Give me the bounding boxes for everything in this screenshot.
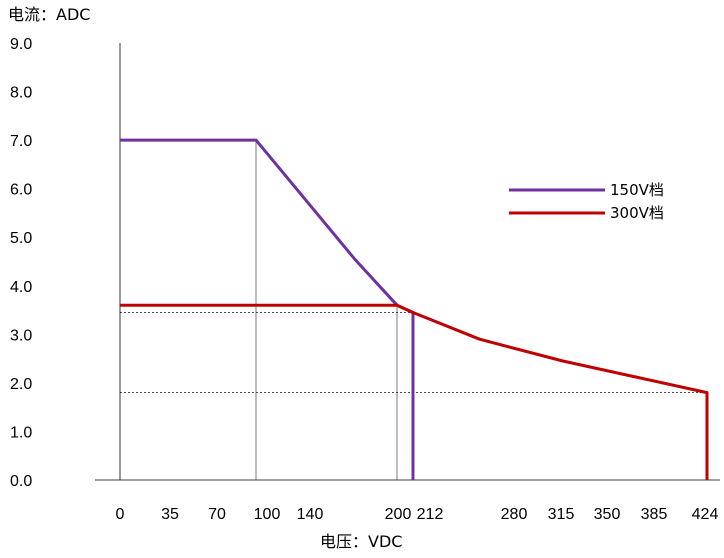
y-tick-label: 2.0 <box>10 376 32 393</box>
x-tick-label: 200 <box>385 506 412 523</box>
tick-labels: 0.0 1.0 2.0 3.0 4.0 5.0 6.0 7.0 8.0 9.0 0 35 70 100 14… <box>10 36 718 523</box>
x-tick-label: 280 <box>501 506 528 523</box>
x-tick-label: 100 <box>254 506 281 523</box>
x-tick-label: 385 <box>641 506 668 523</box>
x-tick-label: 35 <box>161 506 179 523</box>
x-tick-label: 70 <box>208 506 226 523</box>
y-tick-label: 5.0 <box>10 230 32 247</box>
legend-label: 300V档 <box>610 204 664 222</box>
legend-label: 150V档 <box>610 181 664 199</box>
series-lines <box>120 138 709 480</box>
x-tick-label: 0 <box>116 506 125 523</box>
y-tick-label: 1.0 <box>10 424 32 441</box>
y-tick-label: 3.0 <box>10 327 32 344</box>
series-line-1 <box>120 138 415 480</box>
legend: 150V档 300V档 <box>509 181 664 222</box>
series-line-2 <box>120 303 709 480</box>
axes <box>95 43 720 481</box>
y-tick-label: 6.0 <box>10 182 32 199</box>
y-tick-label: 0.0 <box>10 473 32 490</box>
x-tick-label: 212 <box>417 506 444 523</box>
x-tick-label: 315 <box>548 506 575 523</box>
y-tick-label: 9.0 <box>10 36 32 53</box>
x-tick-label: 140 <box>297 506 324 523</box>
x-tick-label: 424 <box>692 506 719 523</box>
x-tick-label: 350 <box>594 506 621 523</box>
y-tick-label: 4.0 <box>10 279 32 296</box>
y-tick-label: 7.0 <box>10 133 32 150</box>
y-axis-title: 电流：ADC <box>8 5 90 24</box>
y-tick-label: 8.0 <box>10 85 32 102</box>
x-axis-title: 电压：VDC <box>320 532 402 551</box>
